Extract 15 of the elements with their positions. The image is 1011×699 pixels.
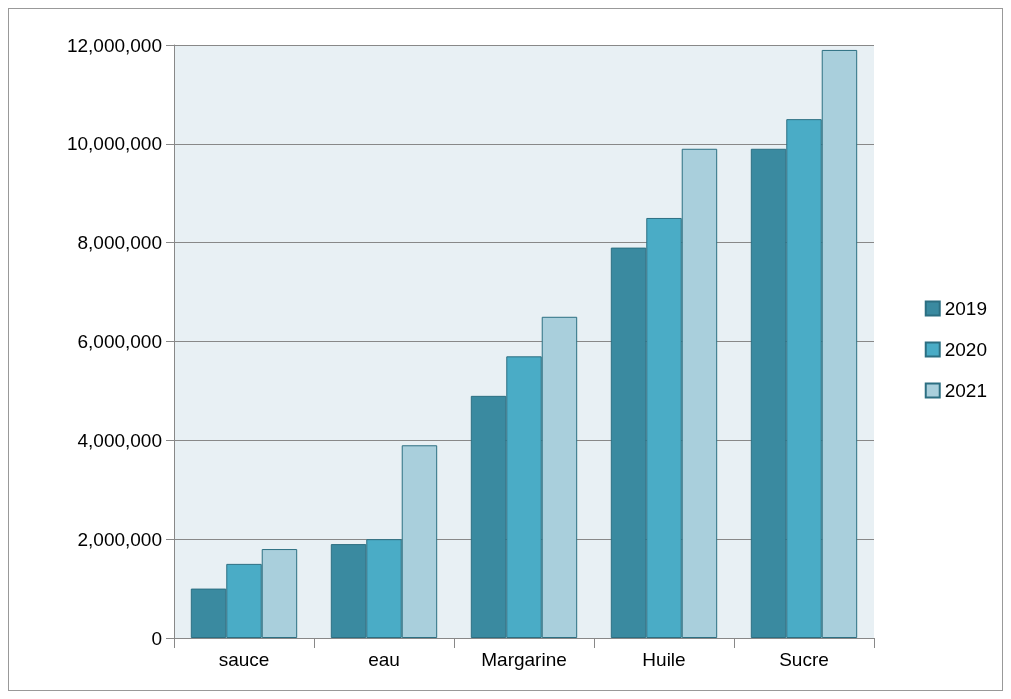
legend-label: 2019: [944, 298, 988, 319]
legend-label: 2020: [944, 339, 988, 360]
y-tick-label: 0: [151, 627, 162, 649]
legend-label: 2021: [944, 380, 988, 401]
x-tick-label: Huile: [642, 649, 686, 670]
x-tick-label: eau: [368, 649, 400, 670]
x-tick-label: sauce: [218, 649, 270, 670]
x-tick-label: Margarine: [481, 649, 567, 670]
y-tick-label: 10,000,000: [66, 133, 162, 155]
y-tick-label: 2,000,000: [77, 528, 162, 550]
y-tick-label: 12,000,000: [66, 34, 162, 56]
y-tick-label: 8,000,000: [77, 232, 162, 254]
y-tick-label: 4,000,000: [77, 429, 162, 451]
y-tick-label: 6,000,000: [77, 331, 162, 352]
x-tick-label: Sucre: [779, 649, 829, 670]
